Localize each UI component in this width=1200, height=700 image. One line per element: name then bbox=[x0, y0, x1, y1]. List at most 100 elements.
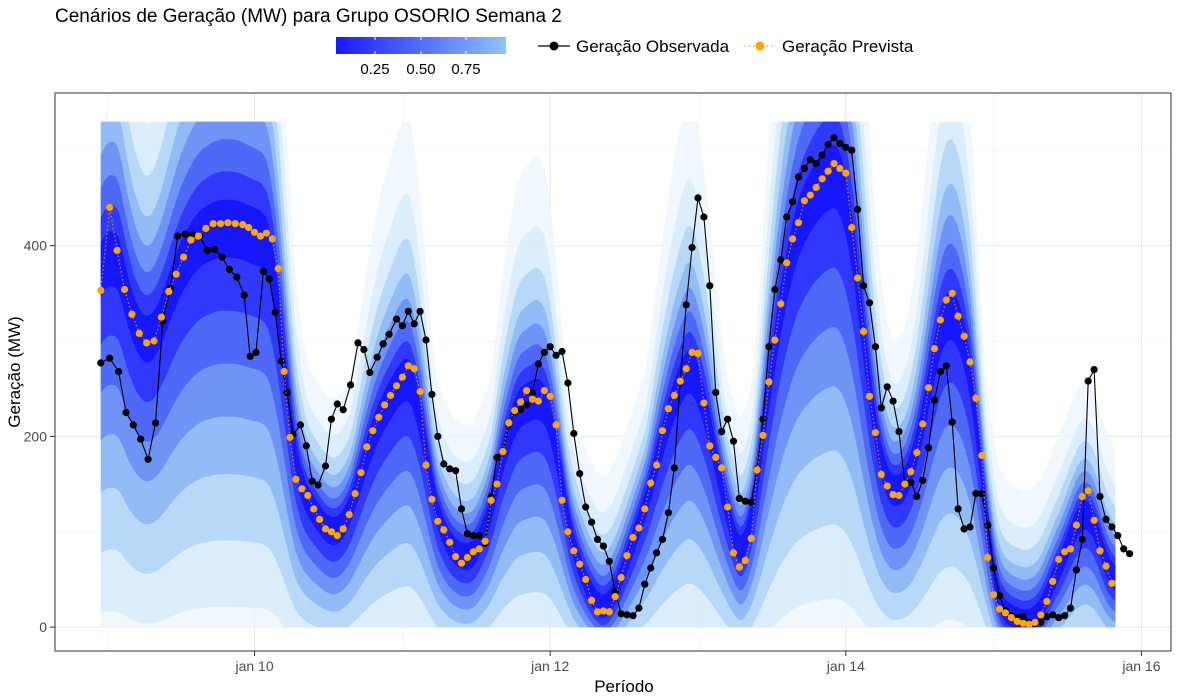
forecast-point bbox=[789, 235, 797, 243]
forecast-point bbox=[960, 332, 968, 340]
forecast-point bbox=[316, 515, 324, 524]
observed-point bbox=[225, 265, 233, 274]
observed-point bbox=[271, 308, 279, 316]
observed-point bbox=[724, 415, 732, 423]
forecast-point bbox=[280, 367, 288, 376]
observed-point bbox=[741, 497, 749, 505]
observed-point bbox=[259, 267, 267, 275]
forecast-point bbox=[854, 274, 862, 282]
forecast-point bbox=[493, 480, 501, 488]
forecast-point bbox=[517, 398, 525, 406]
observed-point bbox=[688, 243, 696, 252]
observed-point bbox=[712, 388, 720, 397]
forecast-point bbox=[231, 220, 239, 228]
observed-point bbox=[1114, 532, 1122, 540]
forecast-point bbox=[1025, 620, 1033, 628]
forecast-point bbox=[706, 442, 714, 450]
observed-point bbox=[174, 232, 182, 240]
observed-point bbox=[978, 490, 986, 498]
observed-point bbox=[623, 611, 631, 619]
forecast-point bbox=[771, 336, 779, 344]
observed-point bbox=[398, 322, 406, 330]
forecast-point bbox=[1090, 516, 1098, 524]
forecast-point bbox=[635, 524, 643, 532]
observed-point bbox=[848, 146, 856, 154]
observed-point bbox=[836, 140, 844, 148]
forecast-point bbox=[800, 197, 809, 205]
forecast-point bbox=[724, 503, 732, 511]
forecast-point bbox=[735, 563, 744, 571]
observed-point bbox=[729, 437, 738, 445]
observed-point bbox=[706, 282, 714, 290]
observed-point bbox=[783, 213, 791, 221]
forecast-point bbox=[298, 485, 306, 493]
observed-point bbox=[129, 421, 137, 429]
forecast-point bbox=[128, 310, 136, 318]
forecast-point bbox=[859, 327, 868, 336]
colorbar-label: 0.25 bbox=[360, 61, 389, 78]
forecast-point bbox=[369, 427, 377, 435]
observed-point bbox=[930, 396, 939, 404]
observed-point bbox=[658, 535, 667, 544]
observed-point bbox=[333, 400, 341, 408]
forecast-point bbox=[239, 221, 247, 229]
forecast-point bbox=[712, 453, 720, 461]
forecast-point bbox=[1001, 609, 1010, 617]
observed-point bbox=[812, 160, 820, 168]
observed-point bbox=[877, 404, 885, 412]
observed-point bbox=[960, 525, 968, 533]
forecast-point bbox=[268, 235, 276, 243]
observed-point bbox=[936, 367, 945, 376]
observed-point bbox=[794, 173, 803, 181]
forecast-point bbox=[428, 495, 436, 503]
forecast-point bbox=[984, 553, 992, 562]
colorbar bbox=[336, 37, 506, 54]
forecast-point bbox=[901, 480, 909, 488]
observed-point bbox=[824, 140, 832, 149]
forecast-point bbox=[907, 468, 915, 476]
forecast-point bbox=[446, 538, 454, 546]
scenario-band-layer bbox=[100, 144, 1116, 628]
observed-point bbox=[865, 299, 874, 307]
observed-point bbox=[233, 273, 241, 281]
observed-point bbox=[211, 245, 219, 253]
forecast-point bbox=[741, 556, 749, 565]
observed-point bbox=[1043, 613, 1051, 621]
forecast-point bbox=[1043, 597, 1051, 606]
forecast-point bbox=[505, 419, 513, 427]
x-tick-label: jan 12 bbox=[530, 658, 569, 674]
forecast-point bbox=[889, 491, 897, 499]
observed-point bbox=[422, 336, 430, 344]
y-tick-label: 400 bbox=[24, 238, 48, 254]
forecast-point bbox=[475, 545, 483, 553]
observed-point bbox=[1102, 515, 1110, 524]
forecast-point bbox=[224, 219, 232, 227]
x-tick-label: jan 16 bbox=[1121, 658, 1160, 674]
forecast-point bbox=[398, 373, 406, 381]
forecast-point bbox=[759, 431, 767, 439]
forecast-point bbox=[416, 388, 424, 396]
forecast-point bbox=[836, 164, 844, 172]
observed-point bbox=[913, 492, 921, 501]
forecast-point bbox=[842, 169, 850, 177]
forecast-point bbox=[605, 608, 613, 616]
legend-observed-marker-icon bbox=[549, 41, 559, 51]
forecast-point bbox=[558, 496, 566, 504]
forecast-point bbox=[1031, 618, 1039, 627]
observed-point bbox=[283, 388, 291, 397]
observed-point bbox=[203, 246, 211, 254]
forecast-point bbox=[1084, 487, 1092, 495]
observed-point bbox=[434, 432, 442, 440]
observed-point bbox=[517, 406, 525, 414]
observed-point bbox=[558, 347, 566, 356]
observed-point bbox=[339, 406, 347, 414]
observed-point bbox=[181, 230, 189, 238]
forecast-point bbox=[375, 413, 383, 421]
observed-point bbox=[546, 343, 554, 351]
forecast-point bbox=[623, 552, 631, 560]
forecast-point bbox=[499, 448, 507, 456]
forecast-point bbox=[865, 392, 874, 400]
forecast-point bbox=[422, 461, 430, 469]
observed-point bbox=[806, 156, 814, 164]
